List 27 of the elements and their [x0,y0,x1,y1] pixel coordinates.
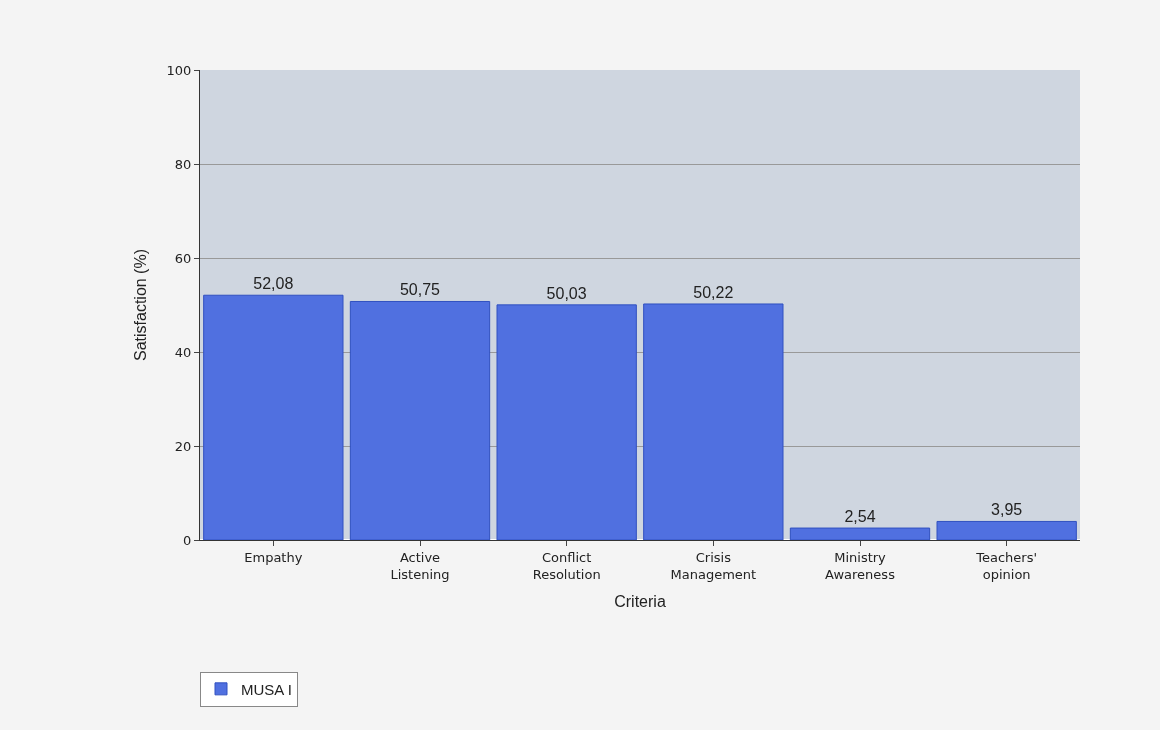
data-label: 50,03 [546,284,587,302]
x-tick-label: Active Listening [390,549,450,582]
y-tick-label: 20 [174,438,192,454]
data-label: 50,75 [399,281,441,299]
legend-label: MUSA I [241,680,292,698]
x-tick-label: Empathy [244,549,303,565]
y-tick-label: 100 [166,62,192,78]
x-tick-label: Teachers' opinion [975,549,1038,582]
y-tick-label: 60 [174,250,192,266]
x-tick-label: Ministry Awareness [825,549,896,582]
y-tick-label: 80 [174,156,192,172]
data-label: 50,22 [693,283,734,301]
bar [789,527,931,540]
bar [643,303,784,540]
y-axis-title: Satisfaction (%) [132,248,150,362]
data-label: 52,08 [253,275,294,293]
data-label: 3,95 [991,501,1023,519]
bar [496,304,637,540]
bar [349,300,491,540]
x-tick-label: Crisis Management [670,549,757,582]
y-tick-label: 40 [174,344,192,360]
bar [936,520,1077,540]
x-tick-label: Conflict Resolution [532,549,601,582]
y-tick-label: 0 [183,532,192,548]
x-axis-title: Criteria [614,593,666,611]
bar [203,294,344,540]
data-label: 2,54 [844,508,876,526]
